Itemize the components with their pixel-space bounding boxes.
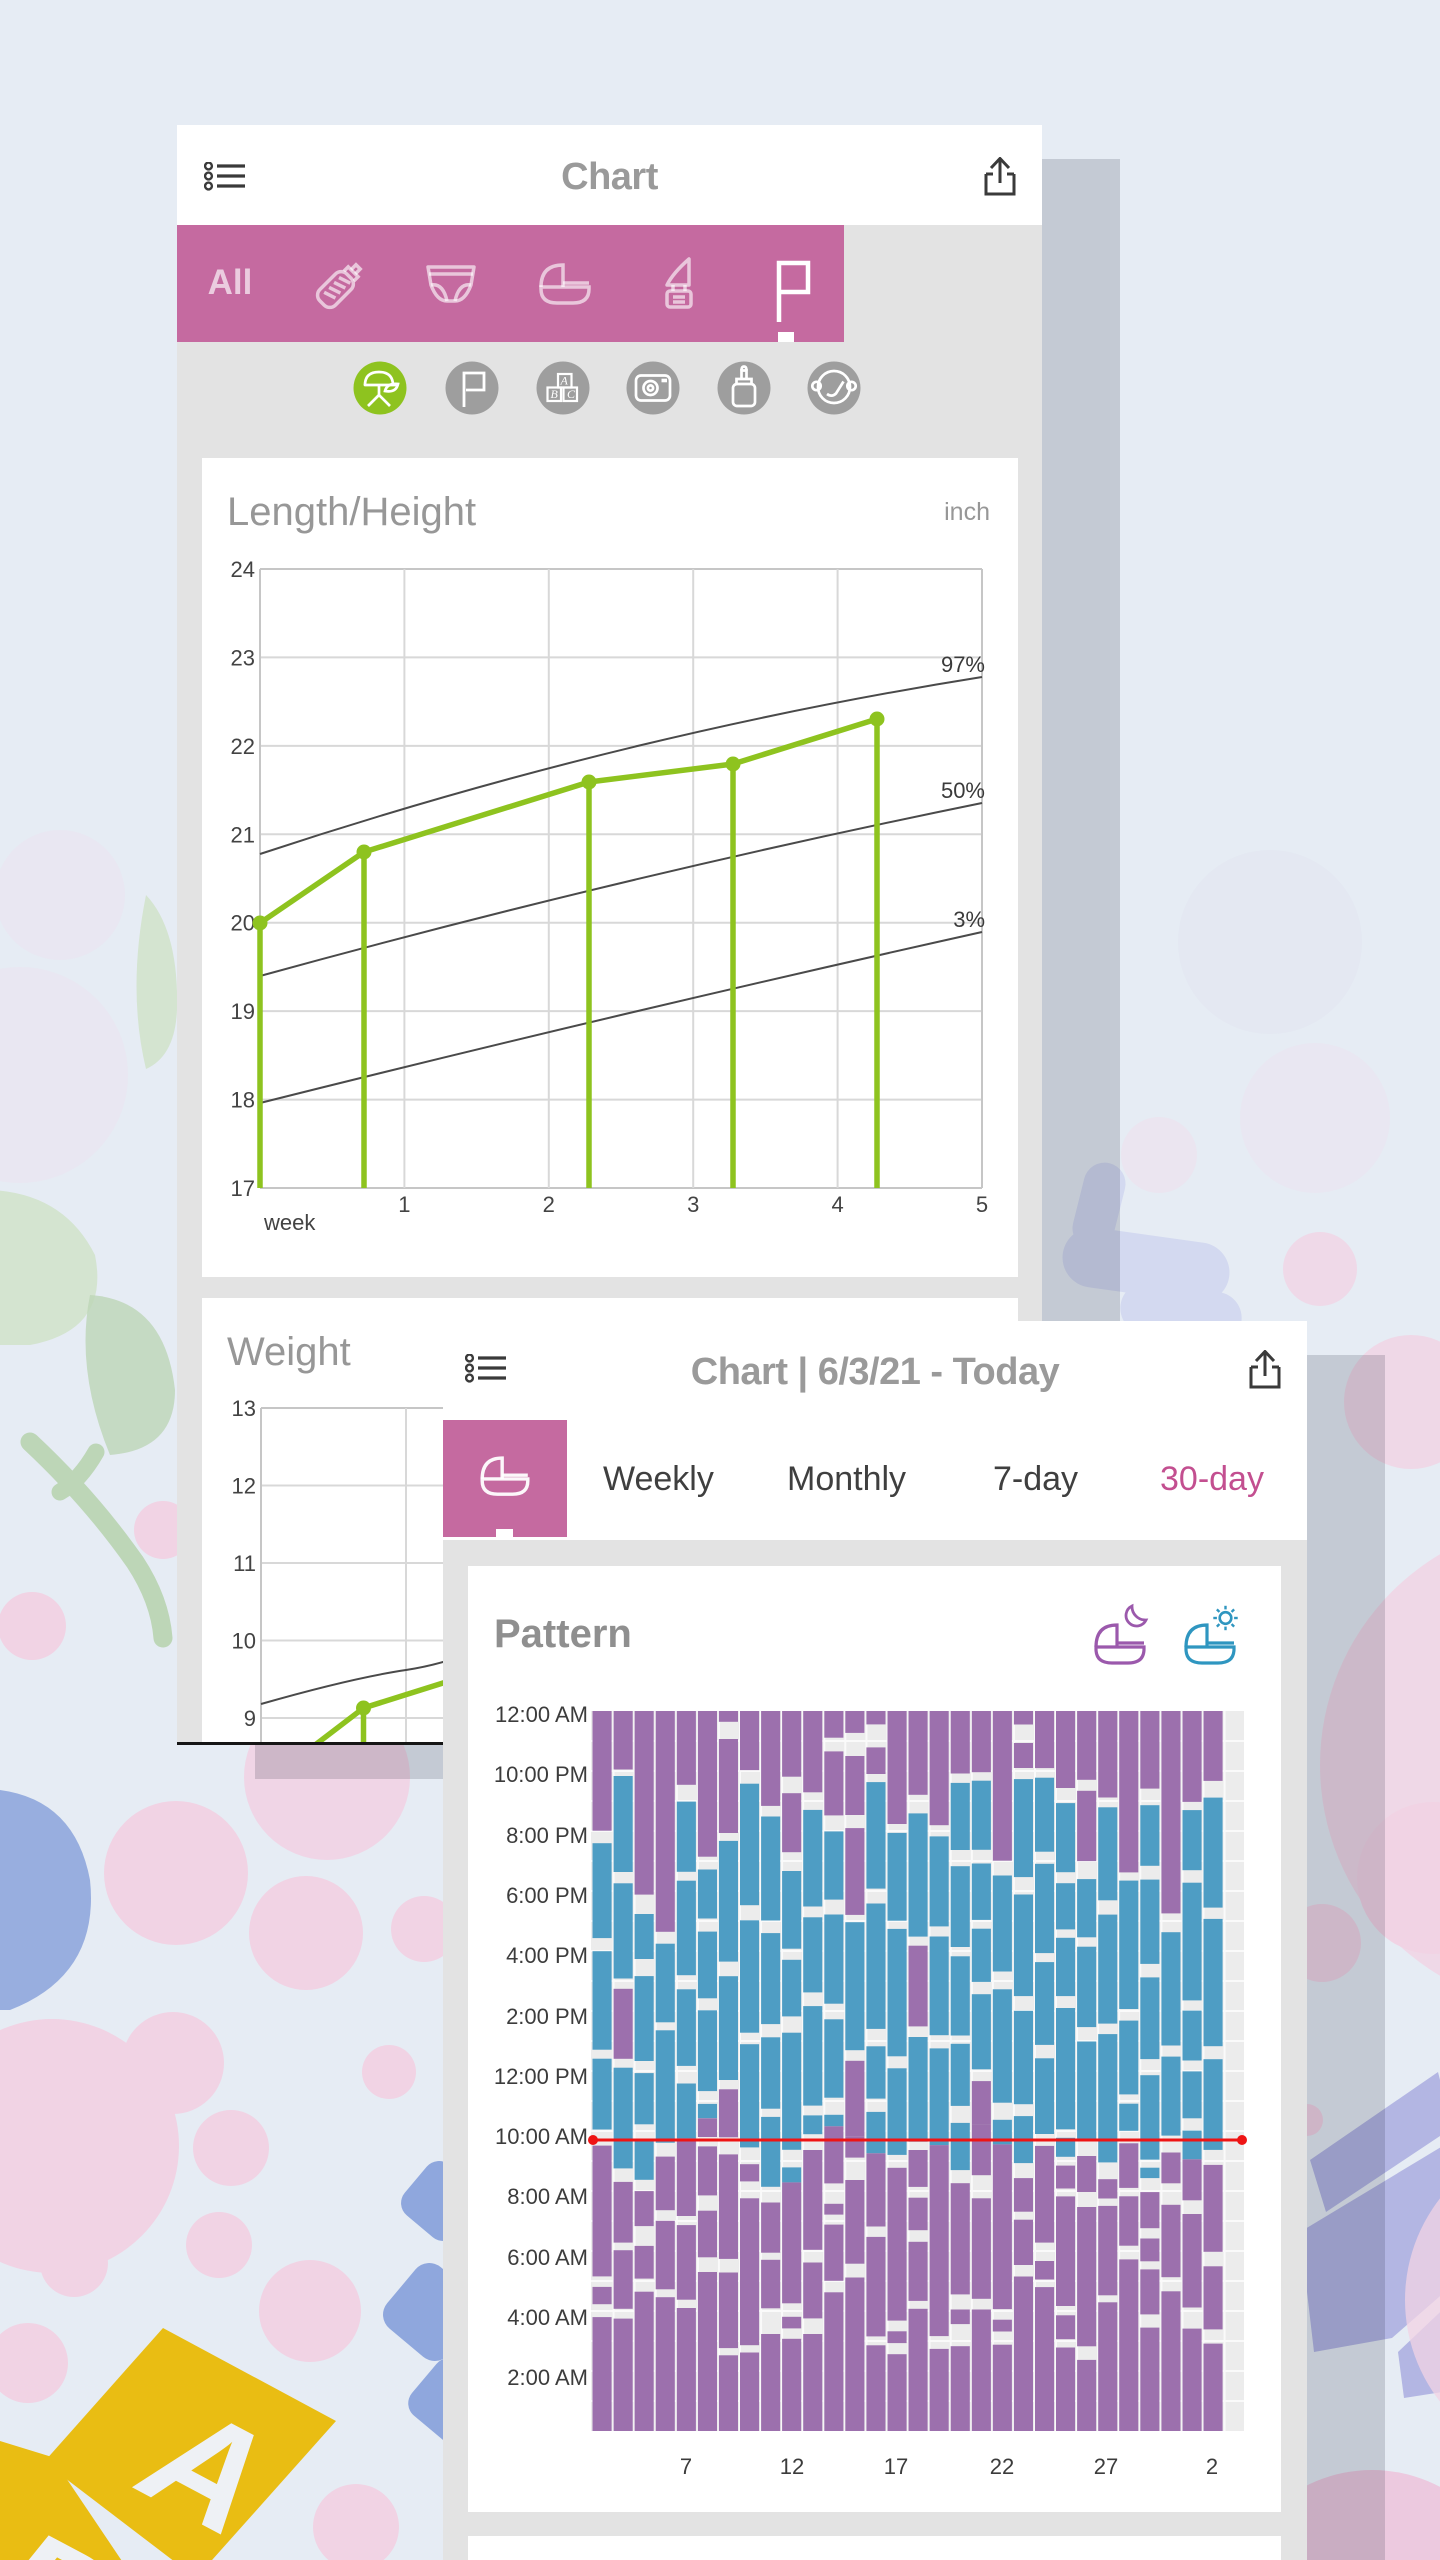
svg-text:20: 20 (231, 911, 255, 936)
svg-text:22: 22 (231, 734, 255, 759)
svg-text:13: 13 (232, 1396, 256, 1421)
svg-text:3%: 3% (953, 907, 985, 932)
svg-text:1: 1 (398, 1192, 410, 1217)
svg-text:9: 9 (244, 1706, 256, 1731)
svg-text:12: 12 (232, 1474, 256, 1499)
svg-text:23: 23 (231, 645, 255, 670)
svg-text:4: 4 (831, 1192, 843, 1217)
svg-text:21: 21 (231, 822, 255, 847)
svg-text:3: 3 (687, 1192, 699, 1217)
svg-text:11: 11 (233, 1551, 256, 1576)
svg-text:24: 24 (231, 557, 255, 582)
svg-text:97%: 97% (941, 652, 985, 677)
svg-text:C: C (567, 387, 576, 401)
svg-text:17: 17 (231, 1176, 255, 1201)
svg-text:10: 10 (232, 1629, 256, 1654)
svg-text:week: week (263, 1210, 316, 1235)
svg-text:18: 18 (231, 1088, 255, 1113)
svg-text:50%: 50% (941, 778, 985, 803)
svg-text:19: 19 (231, 999, 255, 1024)
svg-text:2: 2 (543, 1192, 555, 1217)
svg-text:A: A (560, 374, 569, 388)
svg-text:B: B (551, 387, 559, 401)
svg-text:5: 5 (976, 1192, 988, 1217)
